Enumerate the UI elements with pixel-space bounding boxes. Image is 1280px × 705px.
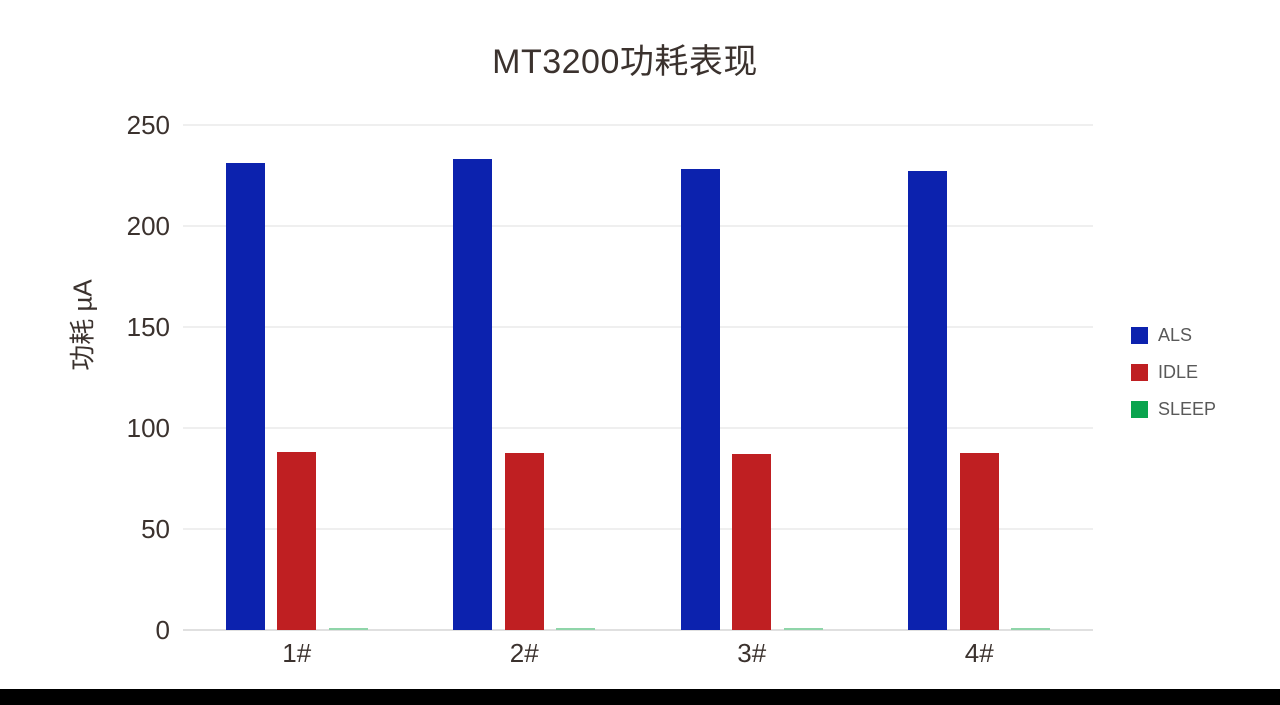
legend-item-als: ALS <box>1131 325 1216 345</box>
y-tick-label-150: 150 <box>126 312 170 342</box>
y-tick-label-100: 100 <box>126 413 170 443</box>
gridline-100 <box>183 427 1093 429</box>
bar-sleep-1# <box>328 627 368 630</box>
bar-sleep-3# <box>783 627 823 630</box>
legend-swatch-idle <box>1131 363 1148 381</box>
legend-label-als: ALS <box>1158 325 1193 345</box>
x-tick-label-3#: 3# <box>737 638 767 668</box>
bar-idle-4# <box>959 453 999 630</box>
bottom-black-bar <box>0 689 1280 705</box>
bar-als-3# <box>680 169 720 630</box>
gridline-50 <box>183 528 1093 530</box>
bar-idle-3# <box>732 454 772 630</box>
bar-idle-2# <box>504 453 544 630</box>
chart-title: MT3200功耗表现 <box>492 43 758 81</box>
bar-sleep-2# <box>556 627 596 630</box>
legend-item-sleep: SLEEP <box>1131 399 1216 419</box>
legend: ALS IDLE SLEEP <box>1131 325 1216 436</box>
bar-als-2# <box>453 159 493 630</box>
legend-label-sleep: SLEEP <box>1158 399 1217 419</box>
bar-idle-1# <box>277 452 317 630</box>
gridline-250 <box>183 124 1093 126</box>
y-tick-label-250: 250 <box>126 110 170 140</box>
y-tick-label-50: 50 <box>141 514 170 544</box>
y-tick-label-200: 200 <box>126 211 170 241</box>
gridline-0 <box>183 629 1093 631</box>
bar-sleep-4# <box>1011 627 1051 630</box>
y-tick-label-0: 0 <box>155 615 170 645</box>
bar-als-1# <box>225 163 265 630</box>
bar-als-4# <box>908 171 948 630</box>
legend-swatch-sleep <box>1131 400 1148 418</box>
x-tick-label-2#: 2# <box>509 638 539 668</box>
legend-swatch-als <box>1131 326 1148 344</box>
x-tick-label-4#: 4# <box>964 638 994 668</box>
legend-label-idle: IDLE <box>1158 362 1199 382</box>
x-tick-label-1#: 1# <box>282 638 312 668</box>
gridline-150 <box>183 326 1093 328</box>
plot-area <box>183 124 1093 631</box>
gridline-200 <box>183 225 1093 227</box>
legend-item-idle: IDLE <box>1131 362 1216 382</box>
